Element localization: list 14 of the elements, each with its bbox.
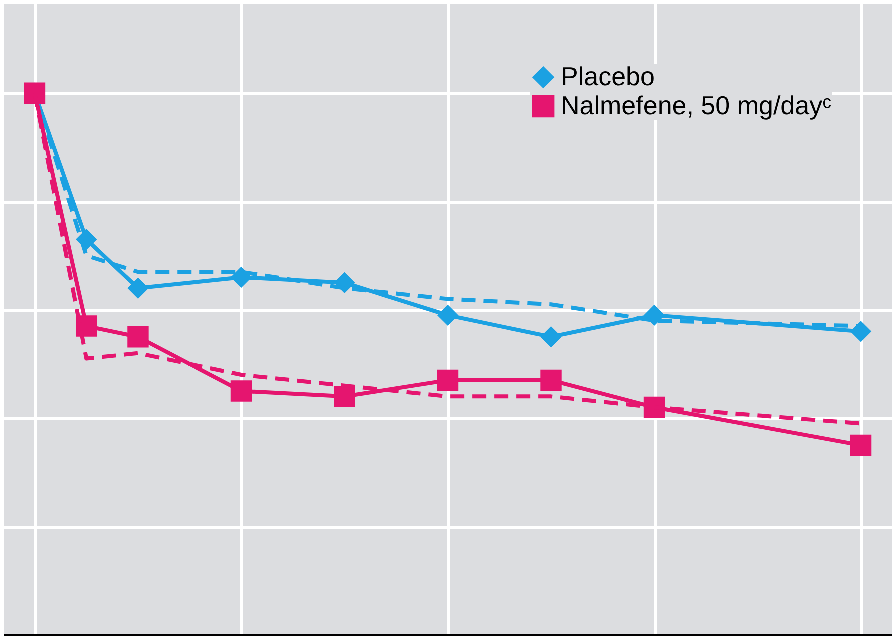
point bbox=[334, 386, 356, 408]
point bbox=[437, 370, 459, 392]
legend-label: Nalmefene, 50 mg/dayᶜ bbox=[561, 90, 832, 120]
point bbox=[850, 434, 872, 456]
point bbox=[128, 278, 149, 299]
point bbox=[128, 326, 149, 348]
point bbox=[540, 370, 562, 392]
point bbox=[540, 326, 562, 348]
point bbox=[644, 304, 666, 326]
point bbox=[230, 266, 252, 288]
point bbox=[437, 304, 459, 326]
legend-label: Placebo bbox=[561, 62, 655, 92]
point bbox=[230, 380, 252, 402]
point bbox=[850, 321, 872, 342]
